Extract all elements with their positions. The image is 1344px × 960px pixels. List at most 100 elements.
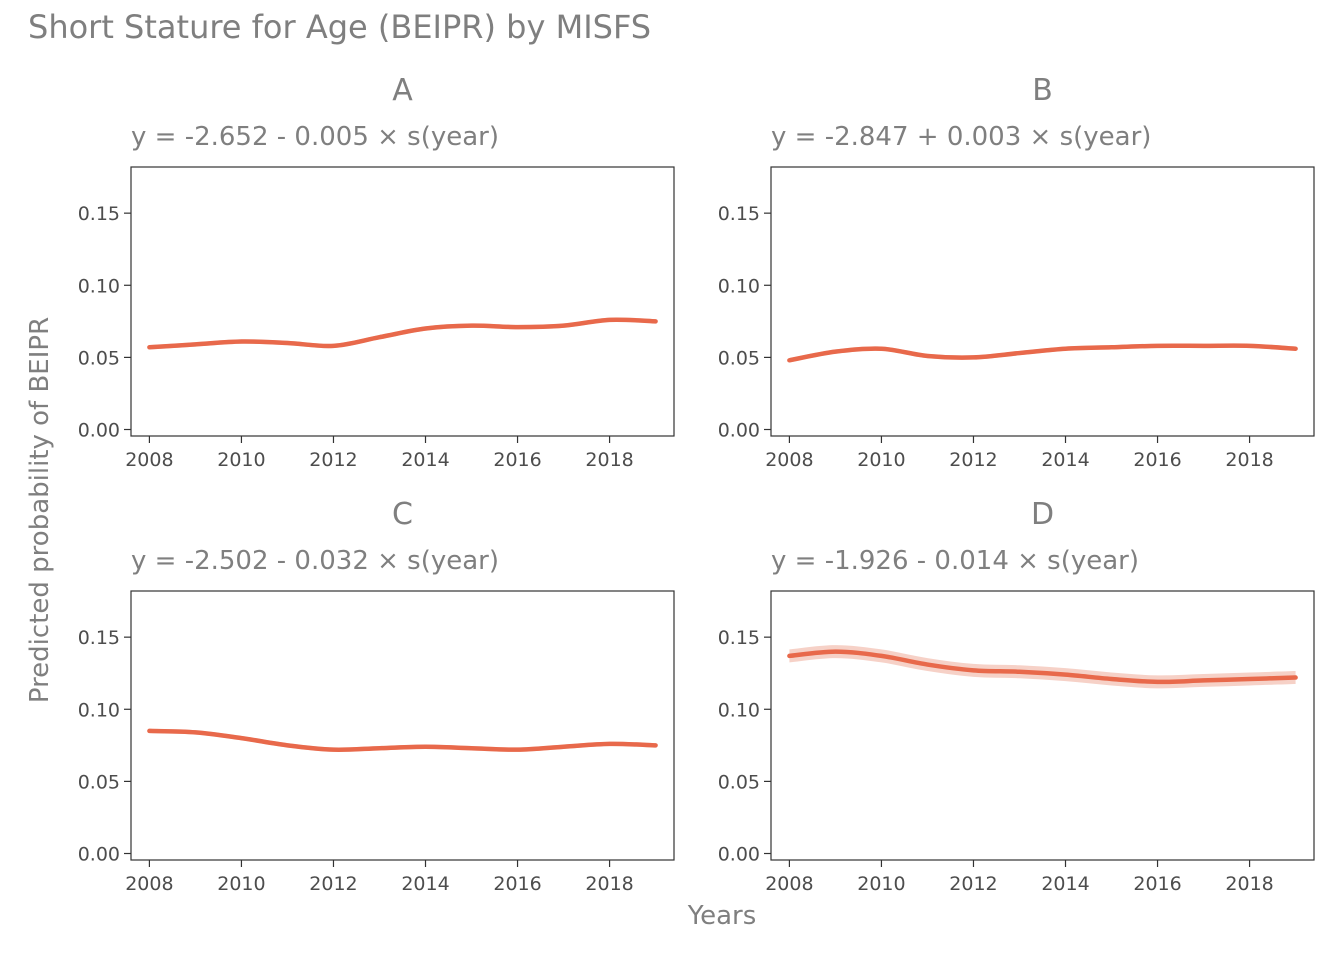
data-point bbox=[285, 743, 289, 747]
data-point bbox=[1064, 673, 1068, 677]
x-tick-label: 2014 bbox=[1041, 449, 1089, 471]
data-point bbox=[654, 743, 658, 747]
data-point bbox=[331, 344, 335, 348]
x-tick-label: 2014 bbox=[401, 449, 449, 471]
data-point bbox=[147, 345, 151, 349]
data-point bbox=[833, 350, 837, 354]
data-point bbox=[1202, 344, 1206, 348]
data-point bbox=[239, 736, 243, 740]
data-point bbox=[193, 730, 197, 734]
x-tick-label: 2012 bbox=[309, 873, 357, 895]
x-tick-label: 2010 bbox=[857, 873, 905, 895]
data-point bbox=[608, 742, 612, 746]
data-point bbox=[562, 745, 566, 749]
x-tick-label: 2018 bbox=[585, 449, 633, 471]
series-line bbox=[787, 343, 1298, 363]
confidence-band bbox=[789, 645, 1296, 689]
y-tick-label: 0.00 bbox=[718, 844, 760, 866]
data-point bbox=[1248, 677, 1252, 681]
series-line bbox=[147, 317, 658, 350]
y-tick-label: 0.10 bbox=[78, 699, 120, 721]
data-point bbox=[285, 341, 289, 345]
data-point bbox=[424, 745, 428, 749]
x-tick-label: 2016 bbox=[493, 873, 541, 895]
x-tick-label: 2010 bbox=[217, 873, 265, 895]
x-tick-label: 2014 bbox=[401, 873, 449, 895]
data-point bbox=[1110, 345, 1114, 349]
series-line bbox=[787, 649, 1298, 685]
data-point bbox=[424, 327, 428, 331]
data-point bbox=[833, 650, 837, 654]
panel-a: Ay = -2.652 - 0.005 × s(year) 0.00 0.05 0.1… bbox=[78, 73, 675, 471]
panel-c: Cy = -2.502 - 0.032 × s(year) 0.00 0.05 0.1… bbox=[78, 497, 675, 895]
data-point bbox=[1294, 676, 1298, 680]
y-tick-label: 0.10 bbox=[718, 275, 760, 297]
data-point bbox=[787, 358, 791, 362]
panel-frame bbox=[770, 166, 1315, 437]
panels-layer: Ay = -2.652 - 0.005 × s(year) 0.00 0.05 0.1… bbox=[78, 73, 1315, 895]
data-point bbox=[377, 335, 381, 339]
x-tick-label: 2012 bbox=[309, 449, 357, 471]
y-axis-label: Predicted probability of BEIPR bbox=[25, 317, 55, 703]
data-point bbox=[470, 746, 474, 750]
data-point bbox=[925, 354, 929, 358]
data-point bbox=[470, 324, 474, 328]
y-tick-label: 0.15 bbox=[78, 203, 120, 225]
y-tick-label: 0.15 bbox=[718, 203, 760, 225]
panel-b: By = -2.847 + 0.003 × s(year) 0.00 0.05 0.1… bbox=[718, 73, 1315, 471]
chart-title: Short Stature for Age (BEIPR) by MISFS bbox=[28, 8, 651, 46]
y-tick-label: 0.15 bbox=[718, 627, 760, 649]
panel-frame bbox=[130, 166, 675, 437]
y-tick-label: 0.05 bbox=[718, 771, 760, 793]
x-tick-label: 2018 bbox=[585, 873, 633, 895]
panel-label: B bbox=[1032, 73, 1053, 108]
data-point bbox=[193, 342, 197, 346]
data-point bbox=[239, 340, 243, 344]
x-tick-label: 2014 bbox=[1041, 873, 1089, 895]
x-tick-label: 2010 bbox=[217, 449, 265, 471]
x-tick-label: 2010 bbox=[857, 449, 905, 471]
panel-equation: y = -2.652 - 0.005 × s(year) bbox=[131, 122, 499, 152]
data-point bbox=[654, 319, 658, 323]
x-tick-label: 2008 bbox=[765, 449, 813, 471]
y-tick-label: 0.05 bbox=[718, 347, 760, 369]
y-tick-label: 0.00 bbox=[78, 844, 120, 866]
data-point bbox=[516, 325, 520, 329]
panel-frame bbox=[130, 590, 675, 861]
x-axis-label: Years bbox=[687, 901, 757, 931]
y-tick-label: 0.10 bbox=[78, 275, 120, 297]
panel-equation: y = -2.847 + 0.003 × s(year) bbox=[771, 122, 1151, 152]
x-tick-label: 2016 bbox=[1133, 873, 1181, 895]
panel-label: C bbox=[392, 497, 413, 532]
y-tick-label: 0.05 bbox=[78, 771, 120, 793]
x-tick-label: 2016 bbox=[493, 449, 541, 471]
panel-equation: y = -2.502 - 0.032 × s(year) bbox=[131, 546, 499, 576]
x-tick-label: 2018 bbox=[1225, 449, 1273, 471]
data-point bbox=[1156, 680, 1160, 684]
panel-frame bbox=[770, 590, 1315, 861]
data-point bbox=[787, 654, 791, 658]
data-point bbox=[147, 729, 151, 733]
data-point bbox=[377, 746, 381, 750]
data-point bbox=[1248, 344, 1252, 348]
x-tick-label: 2012 bbox=[949, 449, 997, 471]
panel-label: A bbox=[392, 73, 413, 108]
data-point bbox=[1110, 677, 1114, 681]
data-point bbox=[925, 663, 929, 667]
data-point bbox=[971, 668, 975, 672]
data-point bbox=[971, 355, 975, 359]
x-tick-label: 2008 bbox=[125, 873, 173, 895]
x-tick-label: 2008 bbox=[765, 873, 813, 895]
y-tick-label: 0.00 bbox=[718, 420, 760, 442]
x-tick-label: 2008 bbox=[125, 449, 173, 471]
data-point bbox=[1017, 670, 1021, 674]
data-point bbox=[879, 654, 883, 658]
data-point bbox=[562, 324, 566, 328]
data-point bbox=[1017, 351, 1021, 355]
data-point bbox=[879, 347, 883, 351]
y-tick-label: 0.00 bbox=[78, 420, 120, 442]
panel-label: D bbox=[1031, 497, 1054, 532]
data-point bbox=[608, 318, 612, 322]
data-point bbox=[1156, 344, 1160, 348]
